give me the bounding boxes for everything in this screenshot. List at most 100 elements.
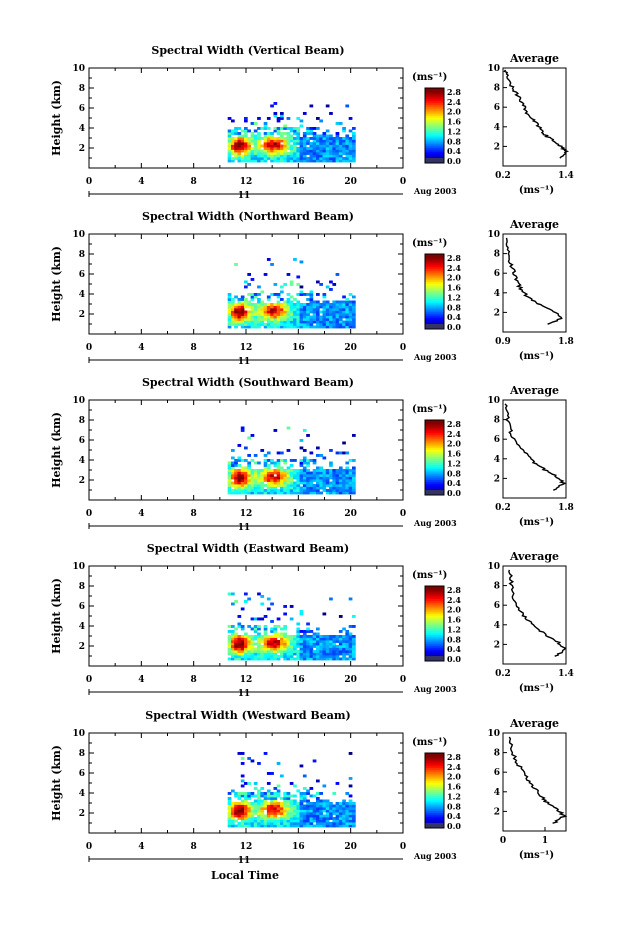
heatmap-cell <box>319 119 323 123</box>
heatmap-cell <box>231 159 235 163</box>
heatmap-cell <box>231 315 235 319</box>
heatmap-cell <box>231 323 235 326</box>
heatmap-cell <box>309 300 314 304</box>
heatmap-cell <box>240 824 245 828</box>
heatmap-cell <box>234 645 238 648</box>
colorbar-swatch <box>425 276 444 279</box>
heatmap-cell <box>266 637 271 641</box>
heatmap-cell <box>332 807 337 810</box>
heatmap-cell <box>227 159 232 163</box>
heatmap-cell <box>352 812 356 815</box>
heatmap-cell <box>322 637 327 641</box>
heatmap-cell <box>352 142 356 145</box>
heatmap-cell <box>257 794 261 798</box>
heatmap-cell <box>266 782 271 785</box>
heatmap-cell <box>231 484 235 487</box>
heatmap-cell <box>316 305 320 309</box>
heatmap-cell <box>309 655 314 658</box>
heatmap-cell <box>276 817 281 820</box>
heatmap-cell <box>302 147 307 150</box>
heatmap-cell <box>276 464 281 467</box>
heatmap-cell <box>348 129 353 133</box>
heatmap-cell <box>293 325 297 329</box>
colorbar-swatch <box>425 114 444 117</box>
colorbar-swatch <box>425 321 444 324</box>
heatmap-cell <box>329 325 333 329</box>
colorbar-label: 2.8 <box>447 419 461 429</box>
heatmap-cell <box>234 471 238 475</box>
heatmap-cell <box>237 298 242 301</box>
date-label: Aug 2003 <box>413 851 457 861</box>
heatmap-cell <box>283 814 287 818</box>
heatmap-cell <box>247 293 251 296</box>
x-tick-label: 8 <box>191 343 197 353</box>
heatmap-cell <box>312 308 317 311</box>
heatmap-cell <box>257 484 261 487</box>
heatmap-cell <box>231 592 235 596</box>
heatmap-cell <box>253 802 258 805</box>
heatmap-cell <box>227 325 232 329</box>
heatmap-cell <box>335 147 340 150</box>
heatmap-cell <box>296 807 301 810</box>
heatmap-cell <box>342 159 346 163</box>
heatmap-cell <box>240 627 245 631</box>
heatmap-cell <box>345 315 350 319</box>
heatmap-cell <box>306 652 310 656</box>
y-tick-label: 4 <box>79 124 85 134</box>
colorbar-label: 0.0 <box>447 654 461 664</box>
heatmap-cell <box>286 154 291 158</box>
heatmap-cell <box>325 809 330 813</box>
heatmap-cell <box>348 315 353 319</box>
heatmap-cell <box>227 303 232 306</box>
heatmap-cell <box>289 305 294 309</box>
heatmap-cell <box>244 809 248 813</box>
colorbar-swatch <box>425 153 444 157</box>
heatmap-cell <box>296 117 301 120</box>
heatmap-cell <box>306 474 310 477</box>
heatmap-cell <box>227 157 232 160</box>
heatmap-cell <box>247 484 251 487</box>
heatmap-cell <box>286 325 291 329</box>
heatmap-cell <box>250 476 255 480</box>
heatmap-cell <box>338 320 343 324</box>
heatmap-cell <box>348 479 353 482</box>
heatmap-cell <box>276 320 281 324</box>
heatmap-cell <box>253 479 258 482</box>
heatmap-cell <box>316 144 320 148</box>
heatmap-cell <box>309 159 314 163</box>
heatmap-cell <box>345 814 350 818</box>
heatmap-cell <box>319 325 323 329</box>
heatmap-cell <box>253 489 258 492</box>
heatmap-cell <box>280 652 284 656</box>
heatmap-cell <box>329 824 333 828</box>
heatmap-cell <box>306 812 310 815</box>
heatmap-cell <box>283 154 287 158</box>
colorbar-swatch <box>425 461 444 464</box>
heatmap-cell <box>250 471 255 475</box>
x-tick-label: 0 <box>400 842 406 852</box>
colorbar-swatch <box>425 786 444 790</box>
heatmap-cell <box>302 774 307 778</box>
heatmap-cell <box>266 607 271 611</box>
heatmap-cell <box>332 139 337 143</box>
heatmap-cell <box>293 645 297 648</box>
heatmap-cell <box>312 313 317 316</box>
heatmap-cell <box>250 817 255 820</box>
heatmap-cell <box>227 464 232 467</box>
heatmap-cell <box>286 426 291 430</box>
heatmap-cell <box>257 308 261 311</box>
heatmap-cell <box>247 320 251 324</box>
heatmap-cell <box>316 318 320 321</box>
heatmap-cell <box>302 313 307 316</box>
heatmap-cell <box>286 303 291 306</box>
heatmap-cell <box>253 139 258 143</box>
heatmap-cell <box>302 637 307 641</box>
heatmap-cell <box>312 303 317 306</box>
heatmap-cell <box>306 491 310 495</box>
heatmap-cell <box>306 657 310 661</box>
y-tick-label: 6 <box>79 104 85 114</box>
colorbar-label: 0.8 <box>447 634 461 644</box>
heatmap-cell <box>299 119 304 123</box>
heatmap-cell <box>306 814 310 818</box>
heatmap-cell <box>253 313 258 316</box>
